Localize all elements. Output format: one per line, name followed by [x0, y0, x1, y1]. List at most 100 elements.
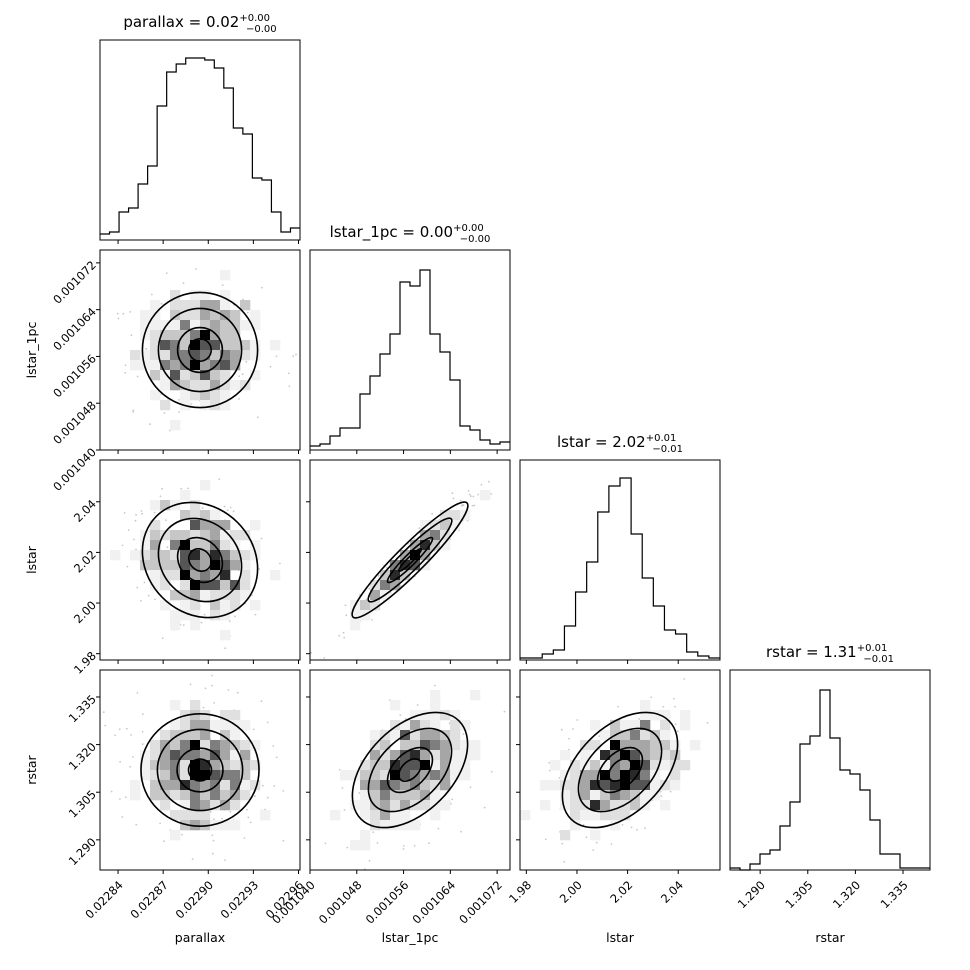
x-tick-label: 1.290 — [735, 878, 768, 911]
density-cell — [240, 300, 251, 311]
density-cell — [190, 590, 201, 601]
density-cell — [170, 750, 181, 761]
density-cell — [630, 770, 641, 781]
sample-point — [341, 787, 344, 789]
density-cell — [370, 750, 381, 761]
density-cell — [170, 770, 181, 781]
sample-point — [468, 493, 471, 496]
density-cell — [180, 490, 191, 501]
sample-point — [124, 796, 127, 799]
density-cell — [170, 610, 181, 621]
density-cell — [570, 780, 581, 791]
density-cell — [210, 780, 221, 791]
density-cell — [660, 760, 671, 771]
density-cell — [210, 790, 221, 801]
density-cell — [370, 790, 381, 801]
density-cell — [230, 530, 241, 541]
density-cell — [240, 570, 251, 581]
density-cell — [430, 720, 441, 731]
x-tick-label: 0.02284 — [82, 878, 126, 922]
density-cell — [180, 580, 191, 591]
density-cell — [180, 790, 191, 801]
density-cell — [170, 350, 181, 361]
hist-panel-lstar_1pc: lstar_1pc = 0.00+0.00 −0.00 — [309, 223, 511, 451]
density-cell — [560, 770, 571, 781]
density-cell — [210, 750, 221, 761]
sample-point — [450, 803, 452, 805]
density-cell — [190, 710, 201, 721]
contour-line — [351, 711, 469, 829]
density-cell — [180, 540, 191, 551]
density-cell — [410, 710, 421, 721]
density-cell — [390, 570, 401, 581]
density-cell — [190, 740, 201, 751]
density-cell — [670, 740, 681, 751]
sample-point — [324, 842, 327, 845]
y-axis-label-lstar: lstar — [24, 545, 39, 574]
density-cell — [170, 320, 181, 331]
hist-frame — [99, 39, 301, 241]
contour-line — [157, 517, 243, 603]
density-cell — [170, 300, 181, 311]
contour-line — [607, 757, 632, 782]
sample-point — [182, 282, 185, 284]
density-cell — [170, 310, 181, 321]
density-cell — [270, 340, 281, 351]
density-cell — [450, 720, 461, 731]
density-cell — [200, 560, 211, 571]
density-cell — [210, 590, 221, 601]
sample-point — [163, 840, 165, 843]
sample-point — [229, 810, 232, 813]
density-cell — [150, 790, 161, 801]
y-tick-label: 2.00 — [71, 598, 99, 626]
sample-point — [218, 478, 221, 480]
density-cell — [220, 520, 231, 531]
density-cell — [220, 360, 231, 371]
density-cell — [640, 730, 651, 741]
density-cell — [230, 560, 241, 571]
density-cell — [600, 810, 611, 821]
density-cell — [560, 780, 571, 791]
contour-line — [367, 727, 453, 813]
density-cell — [430, 770, 441, 781]
sample-point — [117, 317, 120, 320]
density-cell — [630, 720, 641, 731]
density-cell — [380, 800, 391, 811]
density-cell — [160, 560, 171, 571]
density-cell — [230, 340, 241, 351]
density-cell — [350, 610, 361, 621]
density-cell — [470, 740, 481, 751]
density-cell — [450, 520, 461, 531]
density-cell — [420, 740, 431, 751]
density-cell — [200, 770, 211, 781]
sample-point — [132, 410, 135, 413]
sample-point — [343, 636, 346, 639]
density-cell — [390, 750, 401, 761]
scatter-frame — [309, 459, 511, 661]
title-upper: +0.00 — [453, 223, 484, 234]
density-cell — [170, 730, 181, 741]
contour-line — [176, 326, 224, 374]
sample-point — [402, 845, 405, 847]
density-cell — [220, 560, 231, 571]
sample-point — [140, 510, 143, 512]
sample-point — [266, 721, 269, 724]
density-cell — [170, 810, 181, 821]
density-cell — [460, 760, 471, 771]
density-cell — [440, 520, 451, 531]
density-cell — [170, 420, 181, 431]
density-cell — [180, 780, 191, 791]
density-cell — [210, 740, 221, 751]
sample-point — [213, 818, 215, 820]
sample-point — [287, 372, 290, 375]
density-cell — [390, 580, 401, 591]
density-cell — [150, 370, 161, 381]
x-tick-label: 0.02287 — [127, 878, 171, 922]
density-cell — [220, 760, 231, 771]
sample-point — [473, 504, 476, 507]
density-cell — [160, 730, 171, 741]
density-cell — [140, 760, 151, 771]
x-tick-label: 1.98 — [506, 878, 534, 906]
density-cell — [610, 720, 621, 731]
density-cell — [210, 520, 221, 531]
